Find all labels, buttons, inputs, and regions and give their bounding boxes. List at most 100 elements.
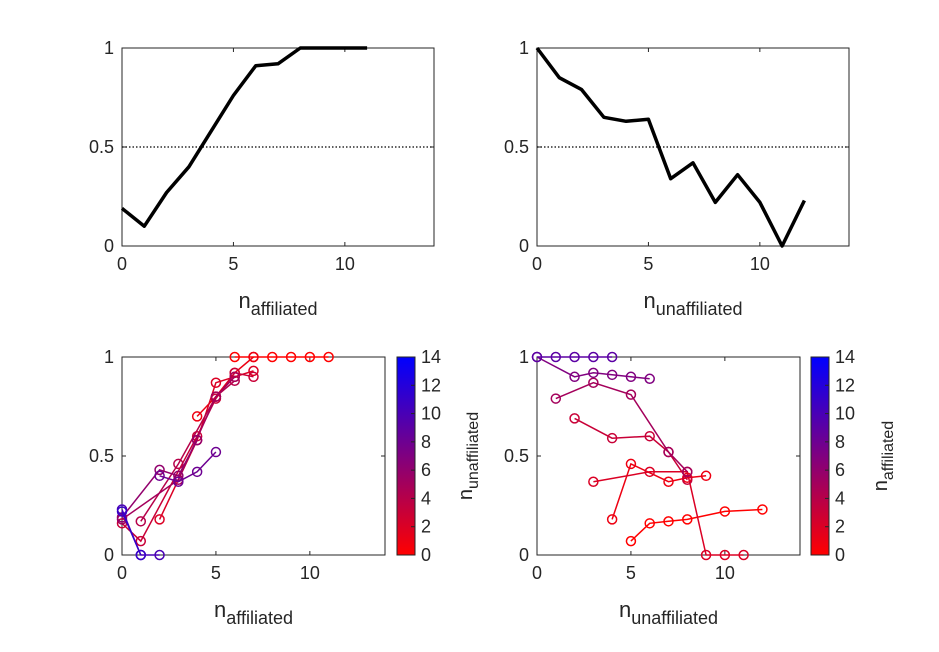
colorbar-tick-label: 2 [835, 517, 845, 537]
data-point [248, 365, 259, 377]
y-tick-label: 0.5 [504, 137, 529, 157]
data-point [625, 458, 637, 470]
y-tick-label: 0 [104, 236, 114, 256]
data-point [135, 516, 147, 527]
data-point [550, 393, 562, 404]
colorbar-label-main: n [870, 480, 892, 491]
x-axis-label-sub: affiliated [251, 299, 318, 319]
chart-affiliated-scatter: 0 5 1000.51naffiliated02468101214nunaffili… [89, 347, 482, 628]
series-line [611, 462, 707, 520]
colorbar-label-main: n [455, 489, 477, 500]
data-point [569, 371, 580, 383]
data-point [135, 549, 147, 561]
colorbar-tick-label: 10 [835, 404, 855, 424]
colorbar-tick-label: 10 [421, 404, 441, 424]
data-point [644, 518, 655, 529]
data-point [173, 476, 184, 487]
data-point [531, 351, 543, 363]
y-tick-label: 0 [519, 236, 529, 256]
data-point [588, 377, 599, 388]
colorbar-label-sub: unaffiliated [465, 412, 482, 489]
data-point [682, 514, 693, 525]
data-point [663, 476, 674, 487]
data-point [154, 470, 165, 482]
data-point [700, 549, 712, 561]
data-point [719, 549, 731, 561]
colorbar-label-sub: affiliated [880, 421, 897, 480]
data-point [173, 458, 184, 470]
colorbar [396, 356, 416, 556]
colorbar-tick-label: 12 [835, 375, 855, 395]
colorbar-tick-label: 6 [421, 460, 431, 480]
series-line [536, 356, 650, 380]
x-axis-label-sub: unaffiliated [631, 608, 718, 628]
x-axis-label-main: n [619, 597, 631, 622]
colorbar-tick-label: 12 [421, 375, 441, 395]
data-point [719, 506, 731, 517]
data-point [606, 351, 618, 363]
x-tick-label: 5 [228, 254, 238, 274]
data-point [210, 446, 222, 458]
colorbar-tick-label: 0 [421, 545, 431, 565]
y-tick-label: 0 [519, 545, 529, 565]
colorbar-tick-label: 14 [835, 347, 855, 367]
colorbar-tick-label: 8 [835, 432, 845, 452]
data-point [229, 351, 240, 363]
colorbar-tick-label: 0 [835, 545, 845, 565]
data-point [267, 351, 278, 363]
data-point [588, 476, 599, 487]
x-tick-label: 10 [715, 563, 735, 583]
colorbar-tick-label: 8 [421, 432, 431, 452]
series-line [121, 376, 236, 521]
data-point [323, 351, 334, 363]
y-tick-label: 1 [519, 38, 529, 58]
colorbar-label: naffiliated [870, 421, 897, 491]
data-point [173, 470, 184, 482]
x-axis-label: nunaffiliated [619, 597, 718, 628]
data-point [625, 389, 637, 400]
chart-unaffiliated-probability: 0 5 10 0 0.5 1 nunaffiliated [504, 38, 850, 319]
x-tick-label: 10 [335, 254, 355, 274]
data-point [606, 369, 618, 381]
x-tick-label: 5 [643, 254, 653, 274]
y-tick-label: 0.5 [89, 137, 114, 157]
data-point [606, 514, 618, 525]
series-line [159, 451, 217, 483]
series-line [574, 417, 688, 481]
data-point [285, 351, 297, 363]
data-point [644, 373, 655, 385]
data-point [644, 430, 655, 442]
data-point [757, 504, 768, 515]
data-point [569, 413, 580, 424]
y-tick-label: 1 [104, 347, 114, 367]
data-point [700, 470, 712, 482]
colorbar-tick-label: 2 [421, 517, 431, 537]
data-point [154, 514, 165, 525]
colorbar-tick-label: 6 [835, 460, 845, 480]
series-line [593, 471, 744, 556]
x-axis-label-main: n [239, 288, 251, 313]
x-tick-label: 5 [211, 563, 221, 583]
data-point [154, 549, 165, 561]
x-axis-label: nunaffiliated [644, 288, 743, 319]
data-point [210, 391, 222, 402]
y-tick-label: 0.5 [89, 446, 114, 466]
chart-affiliated-probability: 0 5 10 0 0.5 1 naffiliated [89, 38, 435, 319]
x-axis-label: naffiliated [214, 597, 293, 628]
x-tick-label: 10 [300, 563, 320, 583]
data-point [663, 516, 674, 527]
data-point [135, 535, 147, 547]
x-axis-label: naffiliated [239, 288, 318, 319]
x-tick-label: 0 [117, 254, 127, 274]
series-line [120, 46, 368, 228]
x-tick-label: 5 [626, 563, 636, 583]
data-point [191, 434, 203, 446]
x-tick-label: 0 [532, 563, 542, 583]
y-tick-label: 1 [104, 38, 114, 58]
x-axis-label-sub: affiliated [226, 608, 293, 628]
data-point [625, 535, 637, 547]
data-point [210, 377, 222, 388]
data-point [682, 466, 693, 478]
data-point [682, 474, 693, 486]
x-axis-label-main: n [214, 597, 226, 622]
